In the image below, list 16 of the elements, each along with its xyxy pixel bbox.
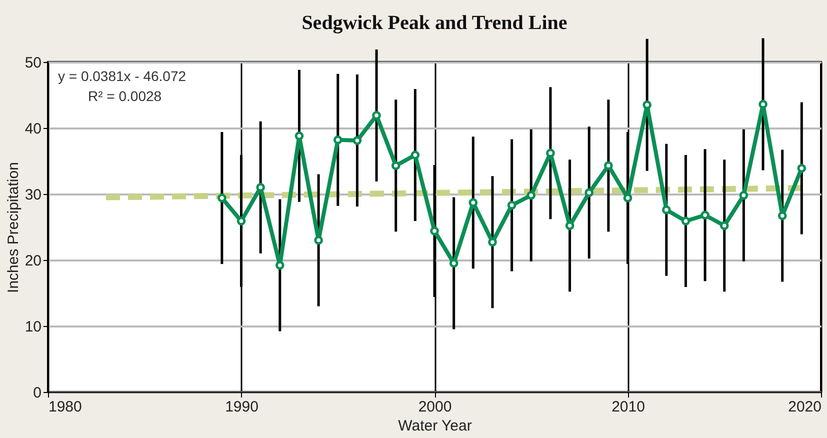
x-tick-label: 2020 <box>788 398 822 416</box>
x-tick-label: 1980 <box>48 398 82 416</box>
y-tick-label: 50 <box>24 54 42 72</box>
annotation: y = 0.0381x - 46.072 <box>58 68 186 84</box>
y-tick-label: 40 <box>24 120 42 138</box>
x-tick-label: 2000 <box>418 398 452 416</box>
x-axis-title: Water Year <box>398 418 472 434</box>
y-tick-label: 20 <box>24 252 42 270</box>
y-tick-label: 0 <box>33 384 42 402</box>
x-tick-label: 1990 <box>225 398 258 416</box>
y-axis-title: Inches Precipitation <box>4 162 22 293</box>
x-tick-label: 2010 <box>612 398 645 416</box>
y-tick-label: 30 <box>24 186 42 204</box>
chart-title: Sedgwick Peak and Trend Line <box>302 12 568 34</box>
annotation: R² = 0.0028 <box>88 88 162 104</box>
y-tick-label: 10 <box>24 318 42 336</box>
